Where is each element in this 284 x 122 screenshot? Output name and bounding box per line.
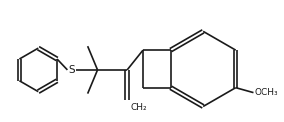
Text: OCH₃: OCH₃ — [254, 88, 278, 97]
Text: CH₂: CH₂ — [130, 102, 147, 112]
Text: S: S — [68, 65, 75, 75]
